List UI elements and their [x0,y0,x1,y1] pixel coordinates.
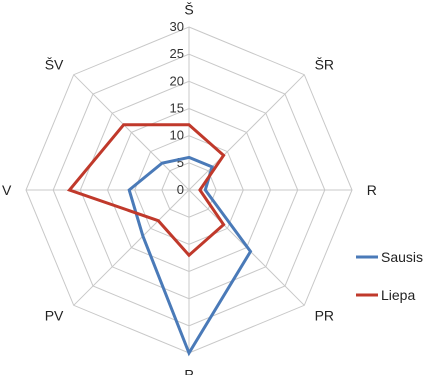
category-labels: Š ŠR R PR P PV V ŠV [2,1,377,375]
tick-label: 30 [170,19,184,34]
spoke-7 [73,74,190,191]
category-label: ŠV [45,56,64,72]
legend-label: Liepa [381,287,415,303]
category-label: PR [315,308,334,324]
category-label: R [367,182,377,198]
spoke-1 [188,74,305,191]
series-line-liepa [66,123,226,258]
tick-label: 20 [170,73,184,88]
category-label: PV [45,308,64,324]
radar-grid [25,26,353,354]
legend-label: Sausis [381,249,423,265]
tick-label: 10 [170,128,184,143]
tick-label: 0 [177,182,184,197]
legend: Sausis Liepa [356,249,423,303]
series-lines [66,123,253,357]
category-label: Š [184,1,193,17]
tick-label: 25 [170,46,184,61]
category-label: ŠR [315,56,334,72]
tick-label: 15 [170,101,184,116]
radial-tick-labels: 0 5 10 15 20 25 30 [170,19,184,197]
category-label: P [184,367,193,375]
tick-label: 5 [177,155,184,170]
spoke-5 [73,189,190,306]
category-label: V [2,182,12,198]
